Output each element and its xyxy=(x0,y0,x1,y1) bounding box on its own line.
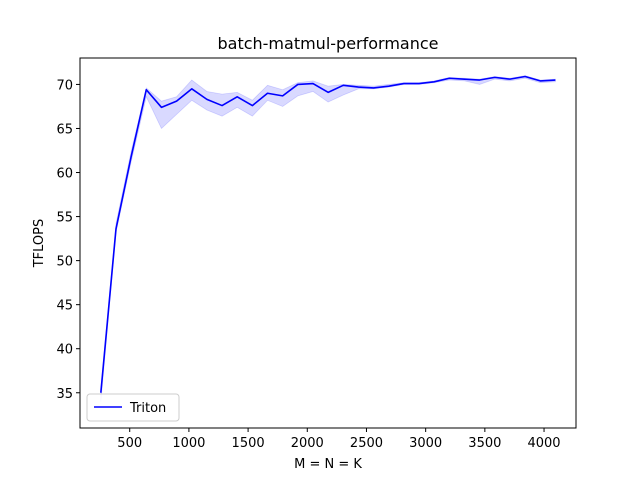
y-tick-label: 65 xyxy=(56,122,73,137)
y-tick-label: 50 xyxy=(56,255,73,270)
x-tick-label: 3000 xyxy=(409,436,442,451)
y-tick-label: 45 xyxy=(56,299,73,314)
plot-frame xyxy=(79,57,577,429)
y-tick-label: 35 xyxy=(56,387,73,402)
series-line-layer xyxy=(100,75,556,393)
x-tick-label: 500 xyxy=(117,436,142,451)
chart-title: batch-matmul-performance xyxy=(217,34,438,53)
y-tick-label: 60 xyxy=(56,167,73,182)
x-axis-label: M = N = K xyxy=(294,457,362,472)
legend-box xyxy=(86,393,180,422)
y-tick-label: 40 xyxy=(56,343,73,358)
x-axis-ticks: 500 1000 1500 2000 2500 3000 3500 4000 xyxy=(117,428,561,451)
legend-label-triton: Triton xyxy=(129,401,166,416)
x-tick-label: 1000 xyxy=(172,436,205,451)
x-tick-label: 2000 xyxy=(291,436,324,451)
y-axis-label: TFLOPS xyxy=(32,219,47,269)
y-tick-label: 55 xyxy=(56,211,73,226)
legend: Triton xyxy=(86,393,180,422)
confidence-band-triton xyxy=(100,75,556,402)
x-tick-label: 3500 xyxy=(468,436,501,451)
y-axis-ticks: 35 40 45 50 55 60 65 70 xyxy=(56,78,80,402)
x-tick-label: 4000 xyxy=(527,436,560,451)
y-tick-label: 70 xyxy=(56,78,73,93)
confidence-band-layer xyxy=(100,75,556,402)
series-line-triton xyxy=(100,75,556,393)
x-tick-label: 2500 xyxy=(350,436,383,451)
x-tick-label: 1500 xyxy=(232,436,265,451)
